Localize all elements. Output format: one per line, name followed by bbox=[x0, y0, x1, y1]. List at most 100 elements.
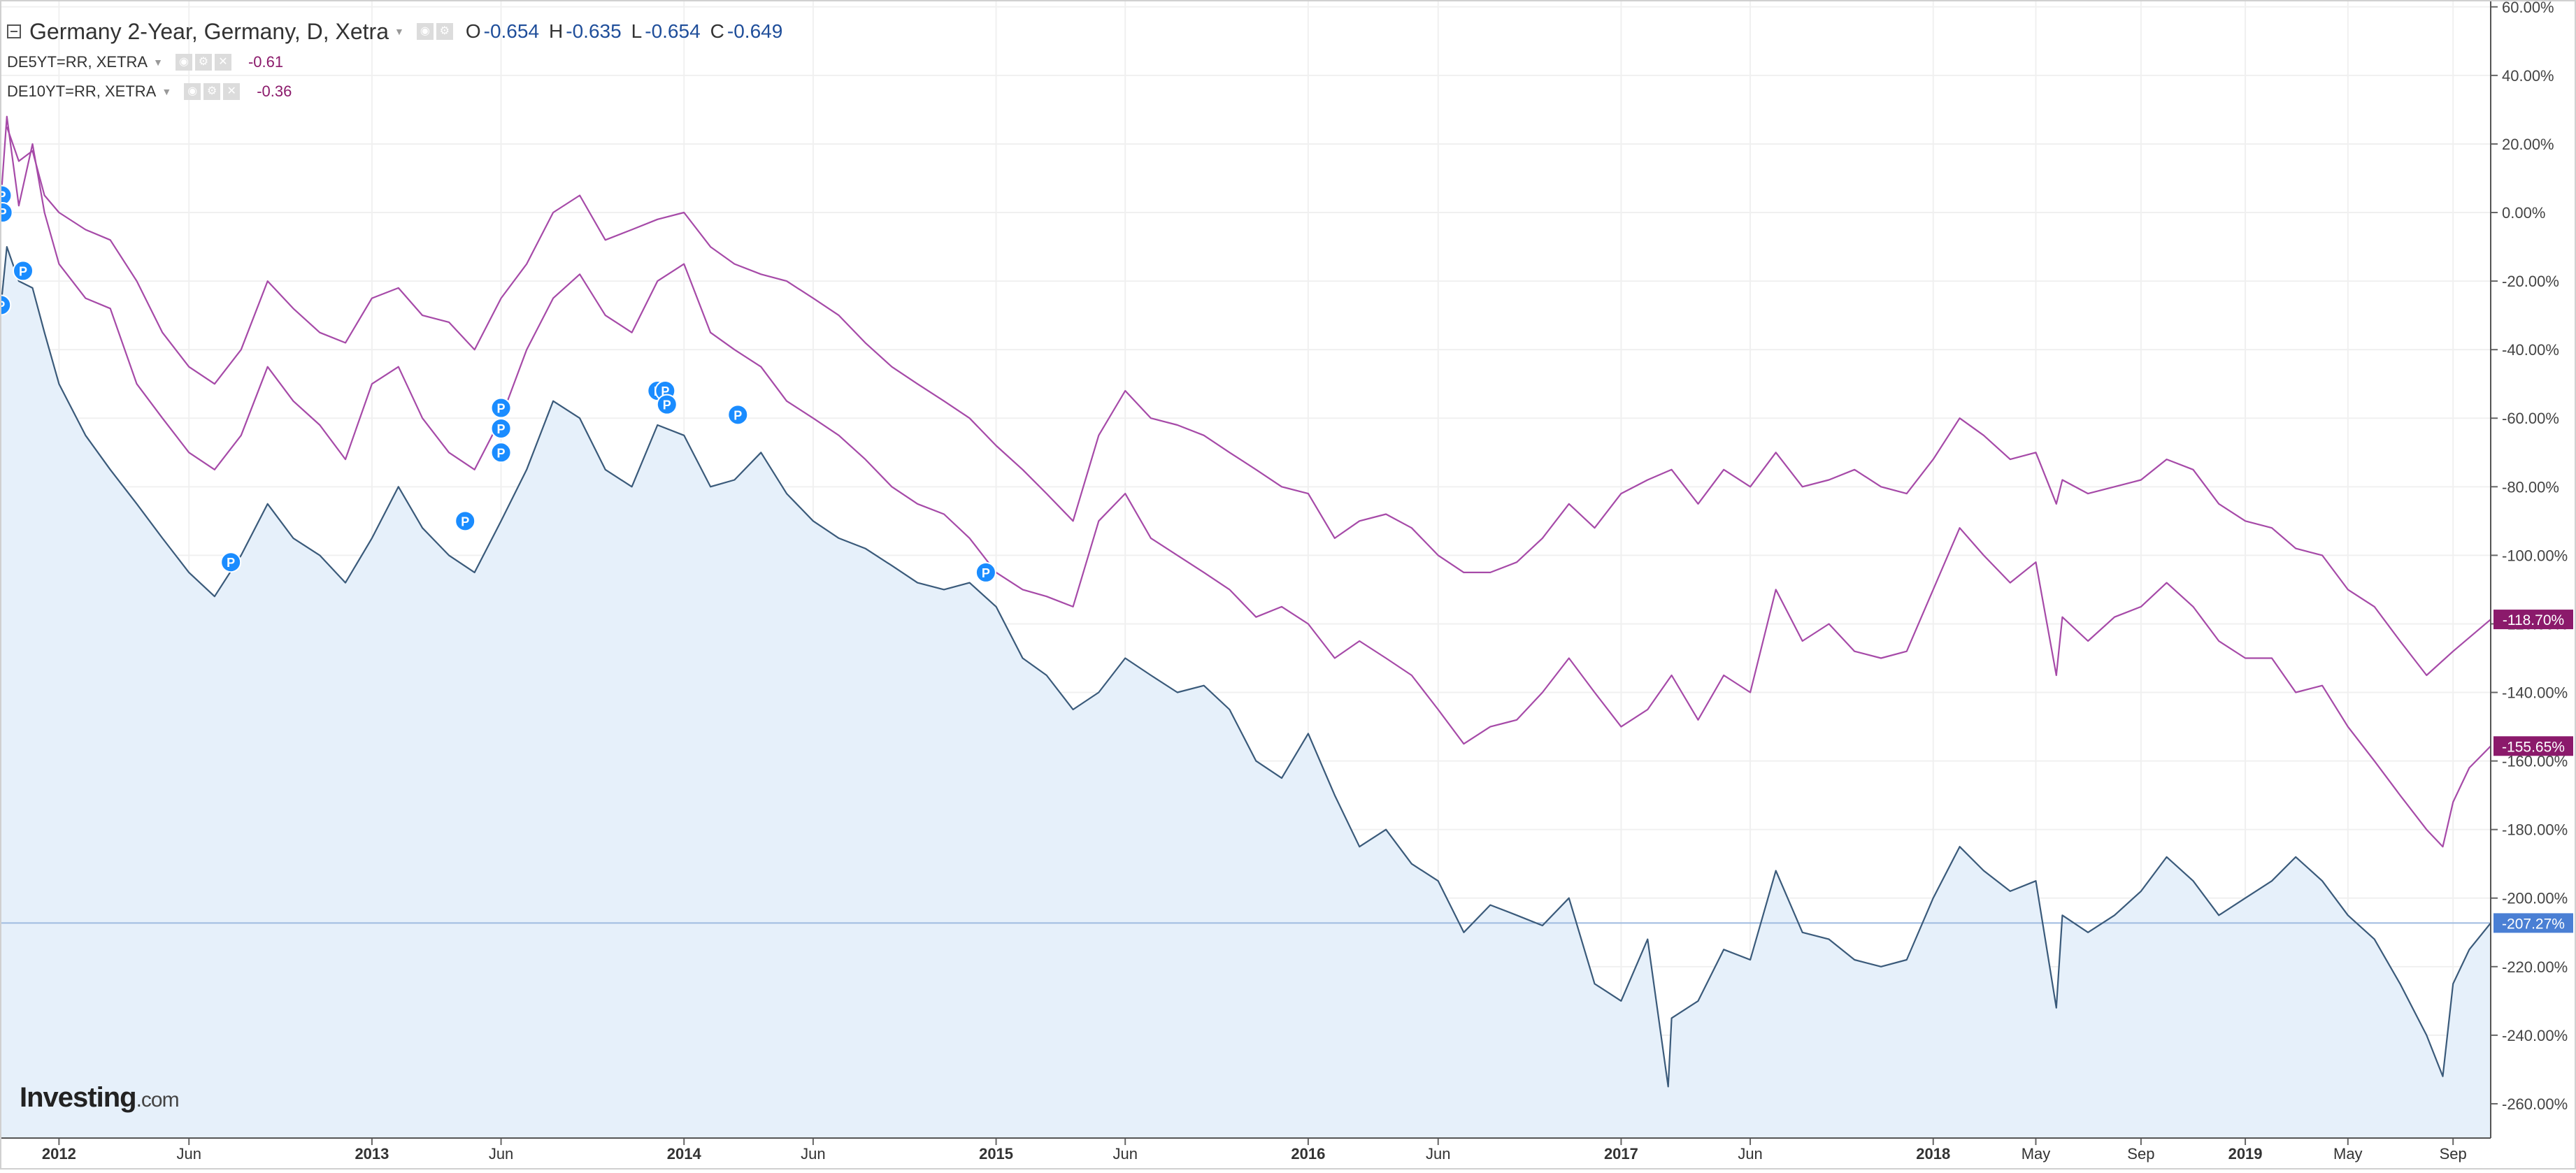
y-tick-label: -200.00% bbox=[2502, 890, 2568, 907]
ohlc-open-label: O bbox=[465, 20, 481, 42]
event-marker-label: P bbox=[227, 556, 235, 570]
event-marker-circle bbox=[727, 404, 749, 426]
event-marker-circle bbox=[656, 394, 678, 415]
y-tick-label: -220.00% bbox=[2502, 958, 2568, 976]
ohlc-low-value: -0.654 bbox=[645, 20, 701, 42]
visibility-icon[interactable]: ◉ bbox=[184, 83, 201, 100]
y-tick-label: -60.00% bbox=[2502, 410, 2559, 427]
event-marker-label: P bbox=[734, 408, 742, 422]
event-marker-circle bbox=[220, 552, 242, 573]
y-tick-label: -80.00% bbox=[2502, 478, 2559, 496]
event-marker-label: P bbox=[663, 398, 671, 412]
event-marker-label: P bbox=[497, 402, 506, 416]
logo-suffix: .com bbox=[136, 1088, 180, 1111]
last-value-badge-10y bbox=[2493, 610, 2573, 630]
main-series-title[interactable]: Germany 2-Year, Germany, D, Xetra bbox=[29, 18, 389, 44]
event-marker-circle bbox=[13, 260, 34, 282]
event-marker-circle bbox=[490, 397, 512, 419]
series-title-de10y[interactable]: DE10YT=RR, XETRA bbox=[7, 82, 157, 100]
ohlc-high-value: -0.635 bbox=[566, 20, 622, 42]
last-value-label-10y: -118.70% bbox=[2503, 612, 2564, 628]
legend-main-row: Germany 2-Year, Germany, D, Xetra ▼ ◉ ⚙ … bbox=[7, 15, 782, 48]
event-marker-circle bbox=[490, 417, 512, 439]
legend-row-de10y: DE10YT=RR, XETRA ▼ ◉ ⚙ ✕ -0.36 bbox=[7, 77, 782, 106]
event-marker[interactable]: P bbox=[13, 260, 34, 282]
last-value-label-2y: -207.27% bbox=[2502, 916, 2565, 932]
last-value-badge-2y bbox=[2493, 913, 2573, 933]
y-tick-label: -240.00% bbox=[2502, 1027, 2568, 1044]
collapse-icon[interactable] bbox=[7, 24, 21, 38]
series-line-2y bbox=[0, 246, 2491, 1088]
last-value-badges: -155.65% -118.70% -207.27% bbox=[2493, 610, 2573, 933]
x-tick-label: Jun bbox=[801, 1145, 825, 1163]
last-value-badge-5y bbox=[2493, 736, 2573, 756]
series-value-de5y: -0.61 bbox=[248, 53, 284, 71]
ohlc-high-label: H bbox=[549, 20, 564, 42]
logo-brand: Investing bbox=[20, 1082, 137, 1113]
gear-icon[interactable]: ⚙ bbox=[194, 54, 212, 71]
event-marker[interactable]: P bbox=[490, 397, 512, 419]
x-tick-label: 2016 bbox=[1291, 1145, 1325, 1163]
event-marker-label: P bbox=[0, 189, 6, 203]
ohlc-low-label: L bbox=[631, 20, 643, 42]
x-tick-label: Jun bbox=[1112, 1145, 1137, 1163]
y-tick-label: -140.00% bbox=[2502, 684, 2568, 702]
event-marker-circle bbox=[455, 510, 476, 532]
investing-logo: Investing.com bbox=[20, 1082, 180, 1114]
gear-icon[interactable]: ⚙ bbox=[436, 23, 453, 40]
event-marker[interactable]: P bbox=[220, 552, 242, 573]
x-tick-label: Jun bbox=[1738, 1145, 1762, 1163]
event-marker-circle bbox=[490, 442, 512, 463]
chevron-down-icon[interactable]: ▼ bbox=[394, 26, 404, 37]
x-tick-label: 2014 bbox=[667, 1145, 702, 1163]
event-marker[interactable]: P bbox=[727, 404, 749, 426]
y-tick-label: 40.00% bbox=[2502, 67, 2554, 85]
event-marker[interactable]: P bbox=[656, 394, 678, 415]
series-line-layer bbox=[0, 115, 2491, 1088]
series-line-5y bbox=[0, 115, 2491, 848]
x-tick-label: Sep bbox=[2440, 1145, 2467, 1163]
ohlc-close-value: -0.649 bbox=[727, 20, 783, 42]
y-tick-label: -20.00% bbox=[2502, 273, 2559, 290]
ohlc-close-label: C bbox=[710, 20, 724, 42]
x-tick-label: 2015 bbox=[979, 1145, 1013, 1163]
event-marker-label: P bbox=[982, 566, 990, 580]
event-marker[interactable]: P bbox=[0, 202, 13, 224]
y-tick-label: -260.00% bbox=[2502, 1095, 2568, 1113]
event-marker[interactable]: P bbox=[455, 510, 476, 532]
y-tick-label: -180.00% bbox=[2502, 821, 2568, 839]
event-marker-label: P bbox=[0, 206, 7, 220]
y-tick-label: -100.00% bbox=[2502, 547, 2568, 564]
gear-icon[interactable]: ⚙ bbox=[203, 83, 221, 100]
x-tick-label: May bbox=[2333, 1145, 2363, 1163]
series-line-10y bbox=[6, 127, 2491, 677]
event-marker-label: P bbox=[19, 264, 27, 278]
event-marker[interactable]: P bbox=[975, 561, 996, 583]
close-icon[interactable]: ✕ bbox=[214, 54, 231, 71]
visibility-icon[interactable]: ◉ bbox=[175, 54, 192, 71]
event-marker-label: P bbox=[497, 422, 506, 436]
y-tick-label: 20.00% bbox=[2502, 136, 2554, 153]
x-tick-label: Jun bbox=[176, 1145, 201, 1163]
close-icon[interactable]: ✕ bbox=[223, 83, 241, 100]
event-marker[interactable]: P bbox=[490, 417, 512, 439]
series-title-de5y[interactable]: DE5YT=RR, XETRA bbox=[7, 53, 148, 71]
chevron-down-icon[interactable]: ▼ bbox=[153, 57, 163, 68]
visibility-icon[interactable]: ◉ bbox=[416, 23, 434, 40]
event-marker-circle bbox=[975, 561, 996, 583]
x-tick-label: 2012 bbox=[42, 1145, 76, 1163]
ohlc-open-value: -0.654 bbox=[483, 20, 540, 42]
event-marker-circle bbox=[0, 202, 13, 224]
x-tick-label: 2019 bbox=[2228, 1145, 2263, 1163]
chevron-down-icon[interactable]: ▼ bbox=[162, 86, 172, 97]
event-marker[interactable]: P bbox=[490, 442, 512, 463]
series-area-2y bbox=[0, 247, 2491, 1139]
x-tick-label: 2017 bbox=[1604, 1145, 1638, 1163]
marker-layer: PPPPPPPPPFPPPP bbox=[0, 185, 996, 583]
legend-row-de5y: DE5YT=RR, XETRA ▼ ◉ ⚙ ✕ -0.61 bbox=[7, 48, 782, 77]
y-tick-label: -40.00% bbox=[2502, 341, 2559, 359]
x-tick-label: Jun bbox=[489, 1145, 513, 1163]
